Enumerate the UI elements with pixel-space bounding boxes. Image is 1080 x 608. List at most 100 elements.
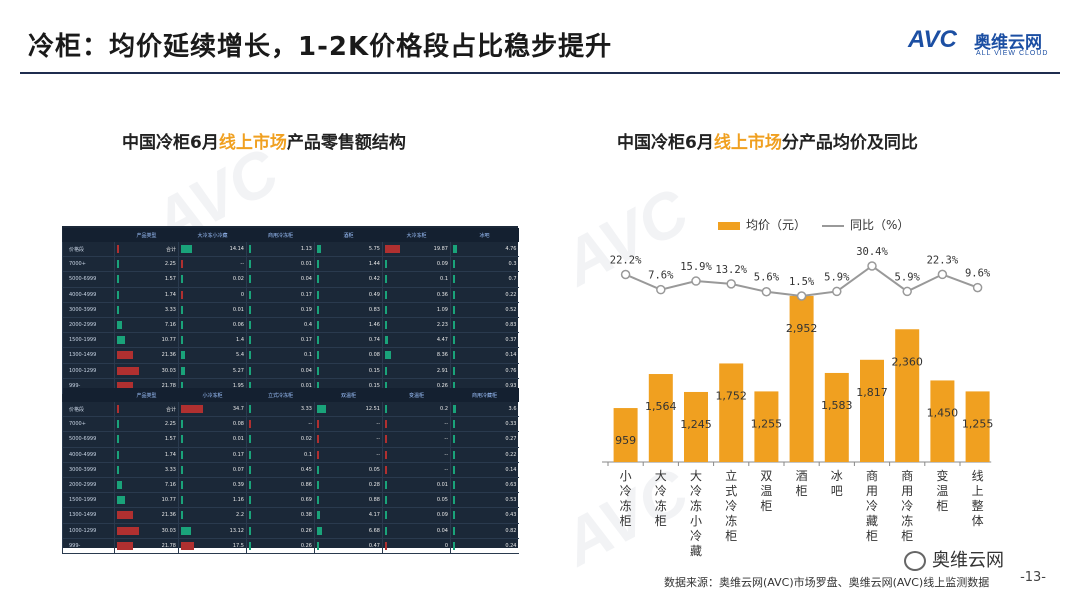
x-tick-label: 冻 xyxy=(690,498,702,513)
data-bar xyxy=(317,366,319,375)
table-cell: 0.14 xyxy=(450,462,519,478)
x-tick-label: 冻 xyxy=(655,498,667,513)
data-bar xyxy=(249,351,251,360)
header-divider xyxy=(20,72,1060,74)
cell-value: 0.22 xyxy=(505,451,517,458)
avc-logo: AVC 奥维云网 ALL VIEW CLOUD xyxy=(908,24,1054,64)
cell-value: -- xyxy=(308,421,312,428)
cell-value: -- xyxy=(444,436,448,443)
table-cell: 21.36 xyxy=(114,347,179,364)
table-row: 7000+ 2.25 -- 0.01 1.44 0.09 0.3 xyxy=(62,256,519,273)
table-cell: 0.09 xyxy=(382,256,451,273)
yoy-point xyxy=(726,279,736,289)
table-cell: 3000-3999 xyxy=(62,462,115,478)
data-bar xyxy=(181,381,183,390)
data-bar xyxy=(181,351,186,360)
data-bar xyxy=(385,305,387,314)
cell-value: 0.83 xyxy=(505,322,517,329)
yoy-value-label: 13.2% xyxy=(715,264,747,276)
data-bar xyxy=(117,541,134,550)
yoy-value-label: 5.9% xyxy=(824,271,850,283)
x-tick-label: 冷 xyxy=(901,499,913,513)
cell-value: 13.12 xyxy=(229,527,244,534)
data-bar xyxy=(453,496,455,505)
x-tick-label: 大 xyxy=(655,469,667,483)
table-cell: 0.04 xyxy=(382,523,451,539)
table-cell: 2.25 xyxy=(114,256,179,273)
table-cell: 1.74 xyxy=(114,447,179,463)
table-cell: 7000+ xyxy=(62,256,115,273)
cell-value: 5.27 xyxy=(232,367,244,374)
cell-value: 1.09 xyxy=(436,306,448,313)
table-cell: 7.16 xyxy=(114,477,179,494)
table-row: 4000-4999 1.74 0 0.17 0.49 0.36 0.22 xyxy=(62,287,519,303)
bar xyxy=(789,295,814,462)
table-cell: 合计 xyxy=(114,242,179,258)
cell-value: 0 xyxy=(240,291,244,298)
data-bar xyxy=(317,465,319,474)
x-tick-label: 柜 xyxy=(936,499,948,513)
table-cell: 0.01 xyxy=(246,256,315,273)
cell-value: 0.07 xyxy=(232,466,244,473)
cell-value: 6.68 xyxy=(368,527,380,534)
cell-value: -- xyxy=(376,451,380,458)
table-row: 价格段 合计 14.14 1.13 5.75 19.87 4.76 xyxy=(62,242,519,258)
table-cell: 0.09 xyxy=(382,507,451,524)
table-cell: 0.69 xyxy=(246,492,315,509)
bar xyxy=(684,391,708,462)
bar xyxy=(719,363,744,462)
table-cell: 30.03 xyxy=(114,523,179,539)
table-cell: 19.87 xyxy=(382,242,451,258)
cell-value: 0.02 xyxy=(232,276,244,283)
bar xyxy=(824,372,849,462)
data-bar xyxy=(181,480,183,489)
cell-value: 0.04 xyxy=(300,367,312,374)
table-cell: 2.2 xyxy=(178,507,247,524)
table-row: 1500-1999 10.77 1.16 0.69 0.88 0.05 0.53 xyxy=(62,492,519,509)
table-row: 1000-1299 30.03 5.27 0.04 0.15 2.91 0.76 xyxy=(62,363,519,379)
cell-value: 0.47 xyxy=(368,542,380,549)
table-cell: 价格段 xyxy=(62,402,115,418)
data-bar xyxy=(181,526,191,535)
x-tick-label: 藏 xyxy=(690,544,702,558)
cell-value: 0.83 xyxy=(368,306,380,313)
table-cell: 0 xyxy=(382,538,451,554)
legend-yoy: 同比（%） xyxy=(822,216,909,233)
data-bar xyxy=(117,480,123,489)
table-row: 999- 21.78 17.5 0.26 0.47 0 0.24 xyxy=(62,538,519,554)
data-bar xyxy=(317,381,319,390)
yoy-point xyxy=(972,282,983,293)
data-bar xyxy=(249,290,251,299)
table-cell: 999- xyxy=(62,538,115,554)
cell-value: 0 xyxy=(444,542,448,549)
cell-value: 0.88 xyxy=(368,497,380,504)
data-bar xyxy=(453,526,455,535)
cell-value: 4.76 xyxy=(505,246,517,253)
table-cell: 3.6 xyxy=(450,402,519,418)
data-bar xyxy=(385,465,387,474)
x-tick-label: 冻 xyxy=(901,513,913,528)
bar-value-label: 1,255 xyxy=(962,417,994,430)
data-bar xyxy=(317,336,319,345)
cell-value: 10.77 xyxy=(161,497,176,504)
table-header-cell: 变温柜 xyxy=(382,388,451,402)
cell-value: 0.22 xyxy=(505,291,517,298)
x-tick-label: 吧 xyxy=(831,484,843,498)
data-bar xyxy=(385,480,387,489)
cell-value: 0.19 xyxy=(300,306,312,313)
cell-value: 0.08 xyxy=(232,421,244,428)
table-cell: 6.68 xyxy=(314,523,383,539)
right-section-title: 中国冷柜6月线上市场分产品均价及同比 xyxy=(617,128,918,153)
table-cell: 0.38 xyxy=(246,507,315,524)
data-bar xyxy=(317,450,319,459)
table-cell: 0.26 xyxy=(246,538,315,554)
table-cell: 0 xyxy=(178,287,247,303)
data-bar xyxy=(453,305,455,314)
yoy-point xyxy=(656,284,666,295)
cell-value: 0.09 xyxy=(436,512,448,519)
legend-yoy-label: 同比（%） xyxy=(850,218,910,232)
data-bar xyxy=(117,275,119,284)
table-cell: -- xyxy=(382,431,451,448)
x-tick-label: 冷 xyxy=(655,484,667,498)
data-bar xyxy=(385,260,387,269)
